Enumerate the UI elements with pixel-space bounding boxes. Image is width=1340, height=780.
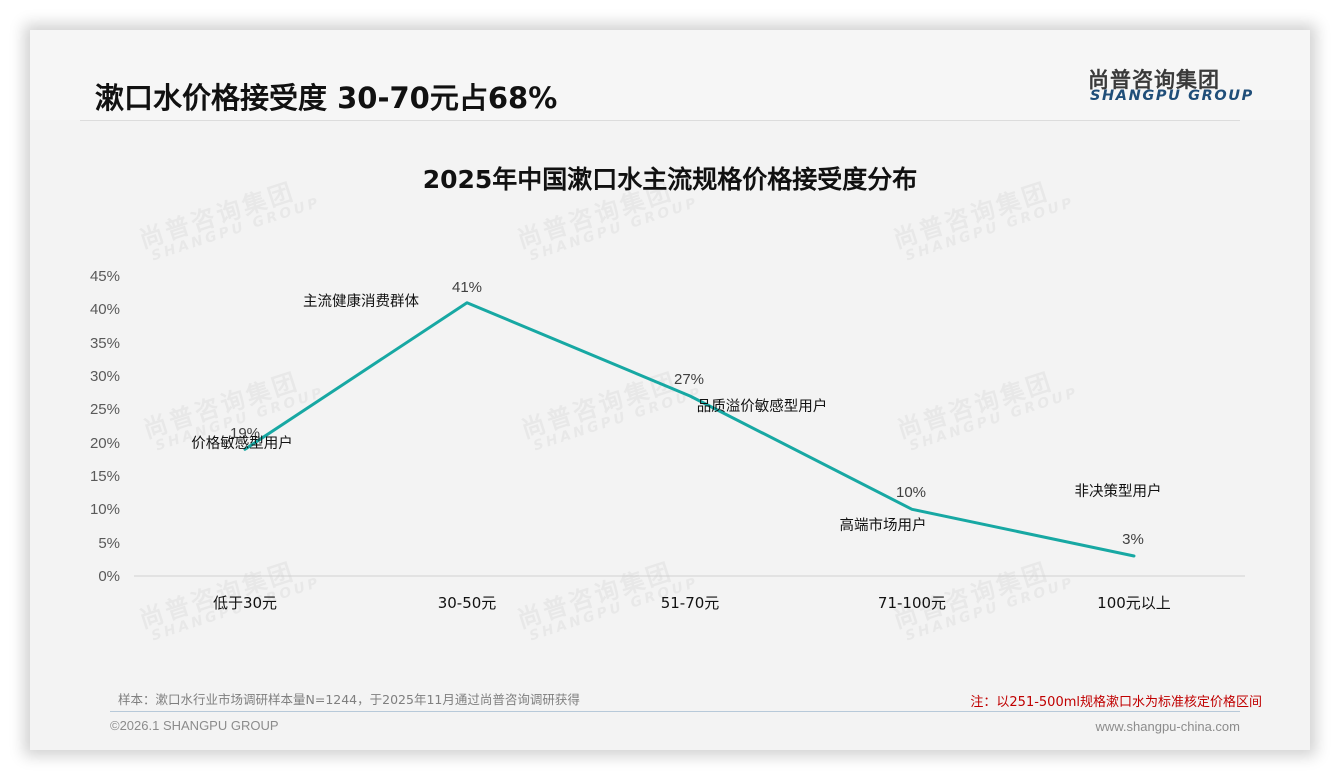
price-basis-note: 注：以251-500ml规格漱口水为标准核定价格区间 bbox=[970, 695, 1262, 710]
series-line bbox=[243, 301, 1136, 558]
data-label: 10% bbox=[896, 484, 926, 501]
x-tick: 低于30元 bbox=[213, 594, 277, 612]
data-labels: 19% 41% 27% 10% 3% bbox=[230, 279, 1144, 548]
y-axis: 0% 5% 10% 15% 20% 25% 30% 35% 40% 45% bbox=[90, 268, 120, 585]
line-chart: 0% 5% 10% 15% 20% 25% 30% 35% 40% 45% 低于… bbox=[90, 268, 1245, 612]
header-divider bbox=[80, 120, 1240, 121]
x-tick: 100元以上 bbox=[1097, 594, 1171, 612]
annotation-high-end: 高端市场用户 bbox=[840, 517, 927, 534]
y-tick: 15% bbox=[90, 468, 120, 485]
page-title: 漱口水价格接受度 30-70元占68% bbox=[95, 81, 558, 115]
y-tick: 0% bbox=[98, 568, 120, 585]
y-tick: 30% bbox=[90, 368, 120, 385]
chart-title: 2025年中国漱口水主流规格价格接受度分布 bbox=[422, 165, 918, 194]
y-tick: 40% bbox=[90, 301, 120, 318]
annotation-non-decision: 非决策型用户 bbox=[1075, 483, 1162, 500]
y-tick: 45% bbox=[90, 268, 120, 285]
annotation-mainstream: 主流健康消费群体 bbox=[303, 293, 419, 310]
y-tick: 25% bbox=[90, 401, 120, 418]
y-tick: 20% bbox=[90, 435, 120, 452]
copyright: ©2026.1 SHANGPU GROUP bbox=[110, 718, 279, 733]
y-tick: 5% bbox=[98, 535, 120, 552]
footer-divider bbox=[110, 711, 1240, 712]
y-tick: 35% bbox=[90, 335, 120, 352]
x-tick: 30-50元 bbox=[438, 594, 497, 612]
segment-annotations: 价格敏感型用户 主流健康消费群体 品质溢价敏感型用户 高端市场用户 非决策型用户 bbox=[191, 293, 1161, 534]
data-label: 41% bbox=[452, 279, 482, 296]
company-logo-en: SHANGPU GROUP bbox=[1090, 88, 1254, 104]
annotation-price-sensitive: 价格敏感型用户 bbox=[191, 435, 293, 452]
data-label: 19% bbox=[230, 425, 260, 442]
website-link[interactable]: www.shangpu-china.com bbox=[1095, 719, 1240, 734]
y-tick: 10% bbox=[90, 501, 120, 518]
company-logo-cn: 尚普咨询集团 bbox=[1088, 68, 1220, 92]
x-axis: 低于30元 30-50元 51-70元 71-100元 100元以上 bbox=[213, 594, 1171, 612]
annotation-quality-premium: 品质溢价敏感型用户 bbox=[697, 398, 828, 415]
sample-note: 样本：漱口水行业市场调研样本量N=1244，于2025年11月通过尚普咨询调研获… bbox=[118, 692, 580, 707]
x-tick: 71-100元 bbox=[878, 594, 946, 612]
data-label: 3% bbox=[1122, 531, 1144, 548]
header-band bbox=[30, 30, 1310, 120]
slide: 漱口水价格接受度 30-70元占68% 尚普咨询集团 SHANGPU GROUP… bbox=[30, 30, 1310, 750]
x-tick: 51-70元 bbox=[661, 594, 720, 612]
data-label: 27% bbox=[674, 371, 704, 388]
